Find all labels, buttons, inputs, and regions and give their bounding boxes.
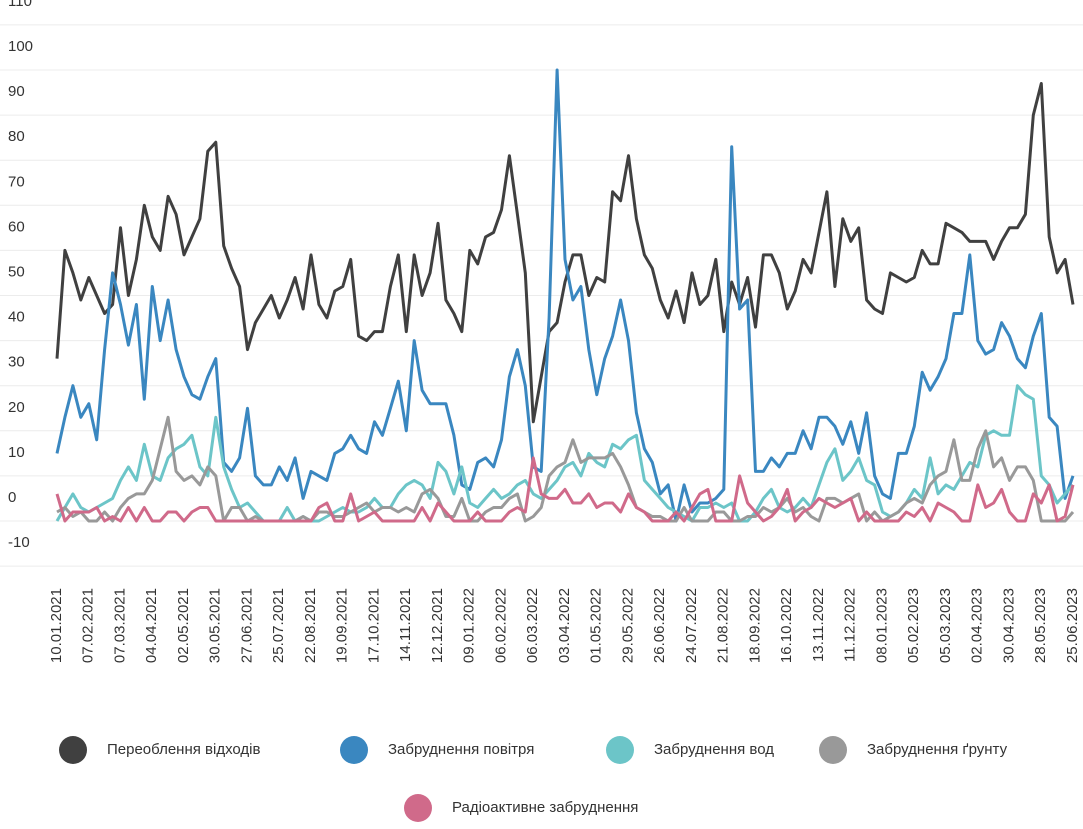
x-tick-label: 27.06.2021	[238, 588, 255, 663]
legend-swatch	[59, 736, 87, 764]
series-line	[56, 415, 1075, 523]
x-tick-label: 30.05.2021	[207, 588, 224, 663]
series-line	[55, 456, 1075, 523]
legend-label: Забруднення повітря	[388, 741, 534, 758]
y-tick-label: -10	[8, 534, 30, 551]
y-tick-label: 60	[8, 218, 25, 235]
legend-label: Забруднення вод	[654, 741, 774, 758]
x-tick-label: 03.04.2022	[556, 588, 573, 663]
series-line	[55, 68, 1075, 523]
y-tick-label: 40	[8, 309, 25, 326]
x-tick-label: 19.09.2021	[334, 588, 351, 663]
y-tick-label: 50	[8, 263, 25, 280]
legend-label: Забруднення ґрунту	[867, 741, 1008, 758]
x-tick-label: 05.03.2023	[937, 588, 954, 663]
y-tick-label: 30	[8, 354, 25, 371]
x-tick-label: 25.07.2021	[270, 588, 287, 663]
x-tick-label: 09.01.2022	[461, 588, 478, 663]
series-line	[55, 82, 1075, 424]
legend-label: Радіоактивне забруднення	[452, 799, 638, 816]
x-tick-label: 06.03.2022	[524, 588, 541, 663]
legend-swatch	[819, 736, 847, 764]
legend-swatch	[340, 736, 368, 764]
x-tick-label: 06.02.2022	[492, 588, 509, 663]
y-tick-label: 70	[8, 173, 25, 190]
x-tick-label: 21.08.2022	[715, 588, 732, 663]
x-tick-label: 02.05.2021	[175, 588, 192, 663]
x-tick-label: 30.04.2023	[1000, 588, 1017, 663]
y-tick-label: 10	[8, 444, 25, 461]
y-tick-label: 80	[8, 128, 25, 145]
x-tick-label: 24.07.2022	[683, 588, 700, 663]
x-tick-label: 01.05.2022	[588, 588, 605, 663]
y-tick-label: 100	[8, 38, 33, 55]
x-tick-label: 13.11.2022	[810, 588, 827, 662]
legend-swatch	[404, 794, 432, 822]
x-tick-label: 22.08.2021	[302, 588, 319, 663]
x-tick-label: 11.12.2022	[842, 588, 859, 662]
x-tick-label: 17.10.2021	[365, 588, 382, 663]
legend-swatch	[606, 736, 634, 764]
x-tick-label: 04.04.2021	[143, 588, 160, 663]
x-tick-label: 25.06.2023	[1064, 588, 1081, 663]
x-tick-label: 10.01.2021	[48, 588, 65, 663]
y-tick-label: 20	[8, 399, 25, 416]
x-tick-label: 08.01.2023	[873, 588, 890, 663]
y-tick-label: 110	[8, 0, 32, 10]
legend-label: Переоблення відходів	[107, 741, 261, 758]
x-tick-label: 07.02.2021	[80, 588, 97, 663]
x-tick-label: 16.10.2022	[778, 588, 795, 663]
y-tick-label: 90	[8, 83, 25, 100]
x-tick-label: 05.02.2023	[905, 588, 922, 663]
y-tick-label: 0	[8, 489, 16, 506]
x-tick-label: 28.05.2023	[1032, 588, 1049, 663]
x-tick-label: 07.03.2021	[111, 588, 128, 663]
x-tick-label: 18.09.2022	[746, 588, 763, 663]
x-tick-label: 26.06.2022	[651, 588, 668, 663]
x-tick-label: 12.12.2021	[429, 588, 446, 663]
x-tick-label: 02.04.2023	[969, 588, 986, 663]
x-tick-label: 29.05.2022	[619, 588, 636, 663]
x-tick-label: 14.11.2021	[397, 588, 414, 662]
